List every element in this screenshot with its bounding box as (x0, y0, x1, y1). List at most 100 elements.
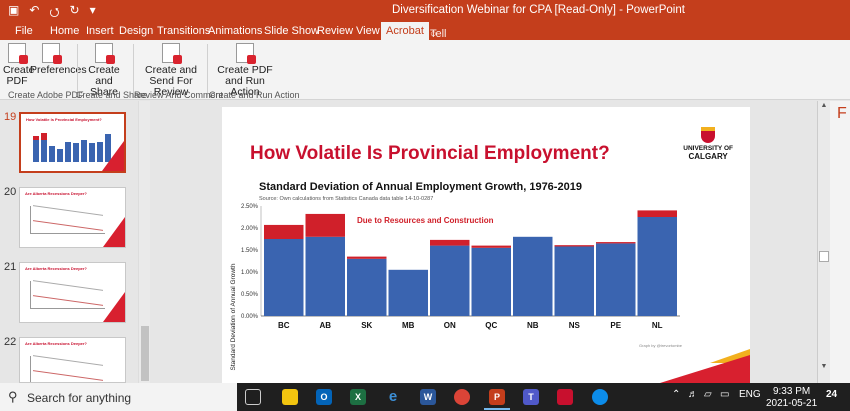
thumbnail-title: Are Alberta Recessions Deeper? (25, 341, 87, 346)
taskbar-search-box[interactable]: ⚲ Search for anything (0, 383, 237, 411)
tab-file[interactable]: File (15, 25, 33, 37)
slide-canvas[interactable]: How Volatile Is Provincial Employment? U… (222, 107, 750, 383)
bar-excess-nl (637, 210, 677, 217)
tab-review[interactable]: Review (317, 25, 354, 37)
scroll-down-icon[interactable]: ▼ (820, 363, 828, 370)
bar-base-pe (596, 243, 636, 316)
network-icon[interactable]: ▱ (704, 389, 712, 400)
slide-swoosh-red (660, 355, 750, 383)
volume-icon[interactable]: ♬ (688, 389, 698, 400)
customize-qat-icon[interactable]: ▾ (89, 3, 96, 17)
slide-thumbnail-22[interactable]: Are Alberta Recessions Deeper? (19, 337, 126, 383)
editor-scrollbar[interactable]: ▲ ▼ (818, 101, 830, 383)
thumbnail-line-chart (30, 356, 105, 382)
create-and-send-button[interactable]: Create and Send For Review (136, 40, 206, 98)
run-action-icon (236, 43, 256, 64)
tray-arrow-icon[interactable]: ⌃ (672, 389, 681, 400)
ribbon-separator (207, 44, 208, 98)
thumbnail-swoosh (102, 141, 124, 171)
x-tick-label: NS (569, 321, 581, 330)
bar-excess-sk (347, 256, 387, 259)
slide-thumbnail-21[interactable]: Are Alberta Recessions Deeper? (19, 262, 126, 323)
bar-base-sk (347, 258, 387, 316)
scroll-up-icon[interactable]: ▲ (820, 102, 828, 109)
bar-excess-on (430, 239, 470, 246)
save-icon[interactable]: ▣ (8, 3, 20, 17)
chrome-icon[interactable] (454, 389, 470, 405)
thumbnail-title: How Volatile Is Provincial Employment? (26, 117, 102, 122)
preferences-button[interactable]: Preferences (30, 40, 87, 76)
bar-base-qc (471, 247, 511, 316)
x-tick-label: SK (361, 321, 372, 330)
tab-acrobat[interactable]: Acrobat (381, 22, 429, 40)
clock-time: 9:33 PM (772, 386, 811, 397)
slide-title: How Volatile Is Provincial Employment? (250, 143, 610, 164)
bar-base-mb (388, 269, 428, 316)
language-indicator[interactable]: ENG (739, 389, 761, 400)
thumbnail-scroll-thumb[interactable] (141, 326, 149, 381)
ribbon-separator (133, 44, 134, 98)
powerpoint-icon[interactable]: P (489, 389, 505, 405)
redo-icon[interactable]: ⭯ (49, 5, 60, 19)
x-tick-label: NB (527, 321, 539, 330)
bar-base-on (430, 245, 470, 316)
outlook-icon[interactable]: O (316, 389, 332, 405)
x-tick-label: QC (485, 321, 497, 330)
create-and-share-button[interactable]: Create and Share (82, 40, 126, 98)
quick-access-toolbar: ▣ ↶ ⭯ ↻ ▾ (8, 3, 96, 24)
thumbnail-line-chart (30, 281, 105, 309)
edge-icon[interactable] (592, 389, 608, 405)
preferences-label: Preferences (30, 64, 87, 76)
create-and-share-label: Create and Share (88, 64, 120, 98)
slide-editor: How Volatile Is Provincial Employment? U… (153, 101, 817, 383)
notification-center-icon[interactable]: 24 (826, 389, 837, 400)
editor-scroll-thumb[interactable] (819, 251, 829, 262)
word-icon[interactable]: W (420, 389, 436, 405)
thumbnail-line-chart (30, 206, 105, 234)
teams-icon[interactable]: T (523, 389, 539, 405)
slide-number: 19 (4, 111, 17, 123)
bar-excess-pe (596, 242, 636, 244)
preferences-icon (42, 43, 62, 64)
pdf-reader-icon[interactable] (557, 389, 573, 405)
y-tick-label: 2.50% (241, 204, 259, 210)
tab-animations[interactable]: Animations (208, 25, 263, 37)
create-pdf-button[interactable]: Create PDF (3, 40, 35, 87)
chart-title: Standard Deviation of Annual Employment … (259, 181, 582, 193)
tab-transitions[interactable]: Transitions (157, 25, 211, 37)
tab-design[interactable]: Design (119, 25, 154, 37)
group-label-create-and-share: Create and Share (76, 90, 148, 100)
undo-icon[interactable]: ↶ (29, 3, 40, 17)
create-pdf-run-action-button[interactable]: Create PDF and Run Action (210, 40, 280, 98)
chart-subtitle: Source: Own calculations from Statistics… (259, 196, 433, 202)
battery-icon[interactable]: ▭ (720, 389, 730, 400)
x-tick-label: PE (610, 321, 621, 330)
bar-base-nl (637, 217, 677, 316)
thumbnail-scrollbar[interactable] (138, 101, 150, 383)
tab-insert[interactable]: Insert (86, 25, 114, 37)
slide-thumbnail-19[interactable]: How Volatile Is Provincial Employment? (19, 112, 126, 173)
bar-base-nb (513, 236, 553, 316)
bar-base-bc (264, 239, 304, 316)
bar-excess-ab (305, 213, 345, 237)
thumbnail-title: Are Alberta Recessions Deeper? (25, 191, 87, 196)
tab-slideshow[interactable]: Slide Show (264, 25, 320, 37)
slide-number: 22 (4, 336, 17, 348)
slide-thumbnail-20[interactable]: Are Alberta Recessions Deeper? (19, 187, 126, 248)
university-logo: UNIVERSITY OF CALGARY (683, 127, 733, 161)
search-placeholder: Search for anything (27, 391, 132, 405)
system-clock[interactable]: 9:33 PM 2021-05-21 (766, 386, 817, 410)
thumbnail-swoosh (103, 217, 125, 247)
ribbon-separator (77, 44, 78, 98)
edge-legacy-icon[interactable]: e (388, 388, 398, 405)
excel-icon[interactable]: X (350, 389, 366, 405)
file-explorer-icon[interactable] (282, 389, 298, 405)
bar-base-ab (305, 236, 345, 316)
tab-view[interactable]: View (356, 25, 380, 37)
slide-number: 21 (4, 261, 17, 273)
window-title: Diversification Webinar for CPA [Read-On… (392, 4, 685, 16)
task-view-icon[interactable] (245, 389, 261, 405)
repeat-icon[interactable]: ↻ (69, 3, 80, 17)
tab-home[interactable]: Home (50, 25, 80, 37)
create-and-send-label: Create and Send For Review (145, 64, 197, 98)
